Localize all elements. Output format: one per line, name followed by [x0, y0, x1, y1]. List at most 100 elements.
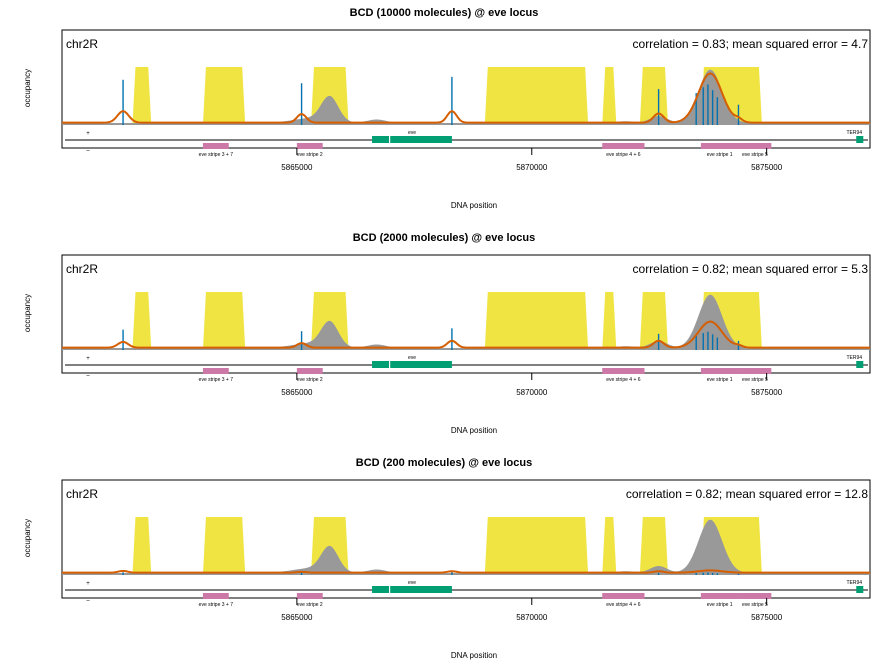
enhancer-box [602, 143, 645, 149]
accessible-region [602, 67, 617, 125]
enhancer-box [700, 593, 739, 599]
plot-frame [61, 479, 871, 599]
gene-box [856, 361, 864, 368]
predicted-occupancy-line [62, 569, 870, 574]
strand-minus-label: – [86, 598, 90, 604]
enhancer-box [602, 368, 645, 374]
chrom-label: chr2R [66, 262, 98, 276]
accessible-region [484, 292, 589, 350]
accessible-region [602, 292, 617, 350]
enhancer-box [202, 143, 229, 149]
gene-label: eve [408, 580, 416, 586]
enhancer: eve stripe 3 + 7 [199, 143, 234, 158]
enhancer-label: eve stripe 5 [742, 377, 768, 383]
enhancer-box [202, 593, 229, 599]
gene-eve: eve [372, 355, 452, 368]
plot-frame [61, 254, 871, 374]
chart-title: BCD (200 molecules) @ eve locus [356, 457, 532, 469]
enhancer-box [202, 368, 229, 374]
gene-label: eve [408, 130, 416, 136]
accessible-region [602, 517, 617, 575]
enhancer-box [700, 368, 739, 374]
enhancer-label: eve stripe 4 + 6 [606, 377, 641, 383]
strand-minus-label: – [86, 148, 90, 154]
enhancer-label: eve stripe 1 [707, 377, 733, 383]
enhancer: eve stripe 2 [297, 593, 323, 608]
enhancer-box [296, 143, 323, 149]
enhancer: eve stripe 5 [738, 368, 772, 383]
gene-label: eve [408, 355, 416, 361]
enhancer-box [602, 593, 645, 599]
enhancer-box [738, 143, 772, 149]
y-axis-label: occupancy [23, 294, 32, 332]
enhancer: eve stripe 2 [297, 143, 323, 158]
gene-box [856, 136, 864, 143]
x-axis-label: DNA position [451, 201, 497, 210]
enhancer: eve stripe 2 [297, 368, 323, 383]
enhancer: eve stripe 5 [738, 143, 772, 158]
enhancer-label: eve stripe 1 [707, 602, 733, 608]
enhancer-label: eve stripe 3 + 7 [199, 377, 234, 383]
enhancer-box [738, 593, 772, 599]
gene-ter94: TER94 [846, 355, 864, 368]
accessible-region [202, 517, 246, 575]
predicted-occupancy-line [62, 72, 870, 124]
gene-box [856, 586, 864, 593]
y-axis-label: occupancy [23, 519, 32, 557]
enhancer: eve stripe 3 + 7 [199, 368, 234, 383]
enhancer: eve stripe 1 [700, 368, 739, 383]
enhancer: eve stripe 1 [700, 143, 739, 158]
enhancer-box [296, 368, 323, 374]
gene-label: TER94 [846, 130, 862, 136]
accessible-region [639, 292, 668, 350]
accessible-region [484, 517, 589, 575]
stats-annotation: correlation = 0.82; mean squared error =… [633, 262, 869, 276]
enhancer: eve stripe 5 [738, 593, 772, 608]
gene-eve: eve [372, 130, 452, 143]
enhancer-label: eve stripe 3 + 7 [199, 602, 234, 608]
x-axis-label: DNA position [451, 651, 497, 660]
enhancer-label: eve stripe 5 [742, 602, 768, 608]
strand-plus-label: + [86, 581, 90, 587]
gene-label: TER94 [846, 580, 862, 586]
x-tick-label: 5865000 [281, 163, 313, 172]
enhancer-box [700, 143, 739, 149]
x-tick-label: 5875000 [751, 388, 783, 397]
enhancer-label: eve stripe 4 + 6 [606, 152, 641, 158]
accessible-region [639, 517, 668, 575]
enhancer: eve stripe 4 + 6 [602, 593, 645, 608]
enhancer-label: eve stripe 2 [297, 377, 323, 383]
enhancer-label: eve stripe 5 [742, 152, 768, 158]
x-tick-label: 5875000 [751, 163, 783, 172]
stats-annotation: correlation = 0.82; mean squared error =… [626, 487, 868, 501]
predicted-occupancy-line [62, 320, 870, 349]
observed-occupancy-area [62, 519, 870, 575]
chrom-label: chr2R [66, 487, 98, 501]
accessible-region [132, 67, 152, 125]
panel-3: BCD (200 molecules) @ eve locus occupancy… [23, 457, 871, 660]
enhancer: eve stripe 3 + 7 [199, 593, 234, 608]
accessible-region [132, 292, 152, 350]
enhancer-box [738, 368, 772, 374]
strand-plus-label: + [86, 356, 90, 362]
gene-ter94: TER94 [846, 580, 864, 593]
y-axis-label: occupancy [23, 69, 32, 107]
gene-box [372, 586, 452, 593]
x-tick-label: 5865000 [281, 388, 313, 397]
chrom-label: chr2R [66, 37, 98, 51]
accessible-region [202, 292, 246, 350]
enhancer-label: eve stripe 3 + 7 [199, 152, 234, 158]
chart-title: BCD (10000 molecules) @ eve locus [350, 7, 539, 19]
strand-plus-label: + [86, 131, 90, 137]
enhancer-label: eve stripe 2 [297, 602, 323, 608]
x-tick-label: 5870000 [516, 613, 548, 622]
x-tick-label: 5870000 [516, 388, 548, 397]
gene-label: TER94 [846, 355, 862, 361]
x-tick-label: 5870000 [516, 163, 548, 172]
accessible-region [639, 67, 668, 125]
accessible-region [484, 67, 589, 125]
gene-box [372, 136, 452, 143]
enhancer-label: eve stripe 2 [297, 152, 323, 158]
chart-title: BCD (2000 molecules) @ eve locus [353, 232, 536, 244]
